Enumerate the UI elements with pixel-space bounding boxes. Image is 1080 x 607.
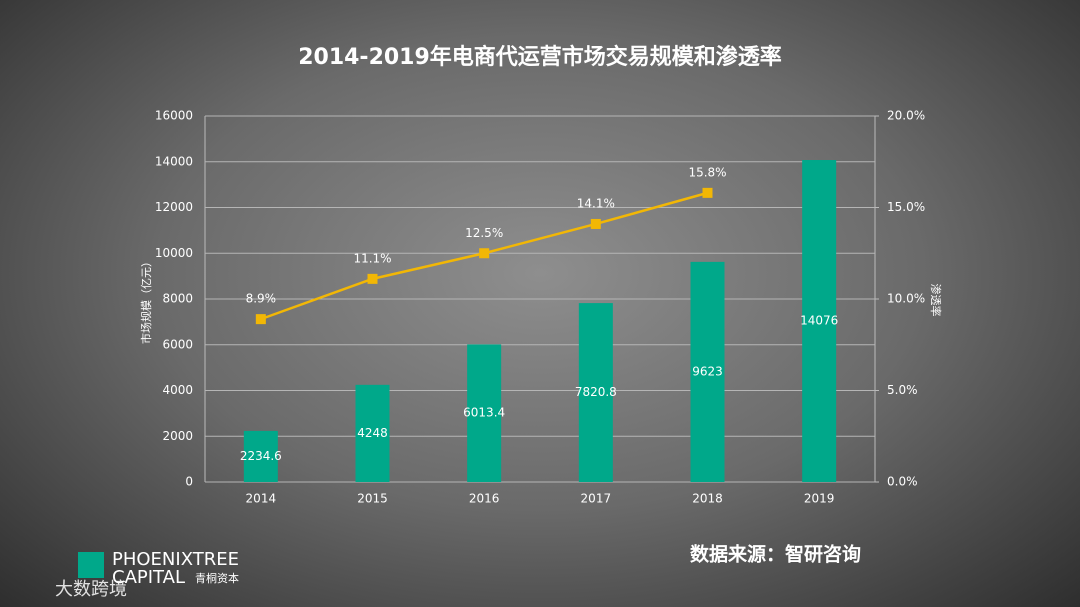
y2-tick-label: 0.0% (887, 475, 918, 489)
bar (355, 384, 390, 482)
y2-tick-label: 10.0% (887, 292, 925, 306)
line-value-label: 12.5% (465, 226, 503, 240)
y-tick-label: 14000 (155, 154, 193, 168)
line-marker (590, 218, 601, 229)
line-marker (702, 187, 713, 198)
bar-value-label: 9623 (692, 364, 723, 378)
bar (802, 160, 837, 482)
y-tick-label: 10000 (155, 246, 193, 260)
bar-value-label: 7820.8 (575, 385, 617, 399)
line-value-label: 11.1% (353, 251, 391, 265)
bar (690, 261, 725, 482)
x-tick-label: 2016 (469, 492, 500, 506)
bar-value-label: 2234.6 (240, 449, 282, 463)
y-tick-label: 0 (185, 475, 193, 489)
x-tick-label: 2015 (357, 492, 388, 506)
x-tick-label: 2017 (581, 492, 612, 506)
line-value-label: 14.1% (577, 196, 615, 210)
bar-value-label: 14076 (800, 314, 838, 328)
bar (243, 430, 278, 482)
logo-text: CAPITAL (112, 567, 185, 588)
logo-icon (78, 552, 104, 578)
x-tick-label: 2019 (804, 492, 835, 506)
x-tick-label: 2018 (692, 492, 723, 506)
watermark: 大数跨境 (55, 579, 127, 600)
y-tick-label: 12000 (155, 200, 193, 214)
y2-tick-label: 5.0% (887, 383, 918, 397)
y2-tick-label: 20.0% (887, 109, 925, 123)
y-tick-label: 16000 (155, 109, 193, 123)
chart-title: 2014-2019年电商代运营市场交易规模和渗透率 (298, 44, 782, 70)
y-tick-label: 4000 (162, 383, 193, 397)
line-marker (367, 273, 378, 284)
line-marker (479, 248, 490, 259)
y-axis-label: 市场规模（亿元） (139, 256, 153, 344)
bar-value-label: 4248 (357, 426, 388, 440)
bar (578, 303, 613, 482)
y-tick-label: 2000 (162, 429, 193, 443)
y-tick-label: 8000 (162, 292, 193, 306)
bar-value-label: 6013.4 (463, 406, 505, 420)
source: 数据来源：智研咨询 (690, 543, 861, 566)
y2-axis-label: 渗透率 (929, 284, 943, 317)
bar (467, 344, 502, 482)
line-value-label: 8.9% (246, 292, 277, 306)
line-marker (255, 314, 266, 325)
y2-tick-label: 15.0% (887, 200, 925, 214)
logo-cn: 青桐资本 (195, 571, 239, 585)
y-tick-label: 6000 (162, 337, 193, 351)
logo-text: PHOENIXTREE (112, 549, 239, 570)
line-value-label: 15.8% (688, 165, 726, 179)
x-tick-label: 2014 (246, 492, 277, 506)
